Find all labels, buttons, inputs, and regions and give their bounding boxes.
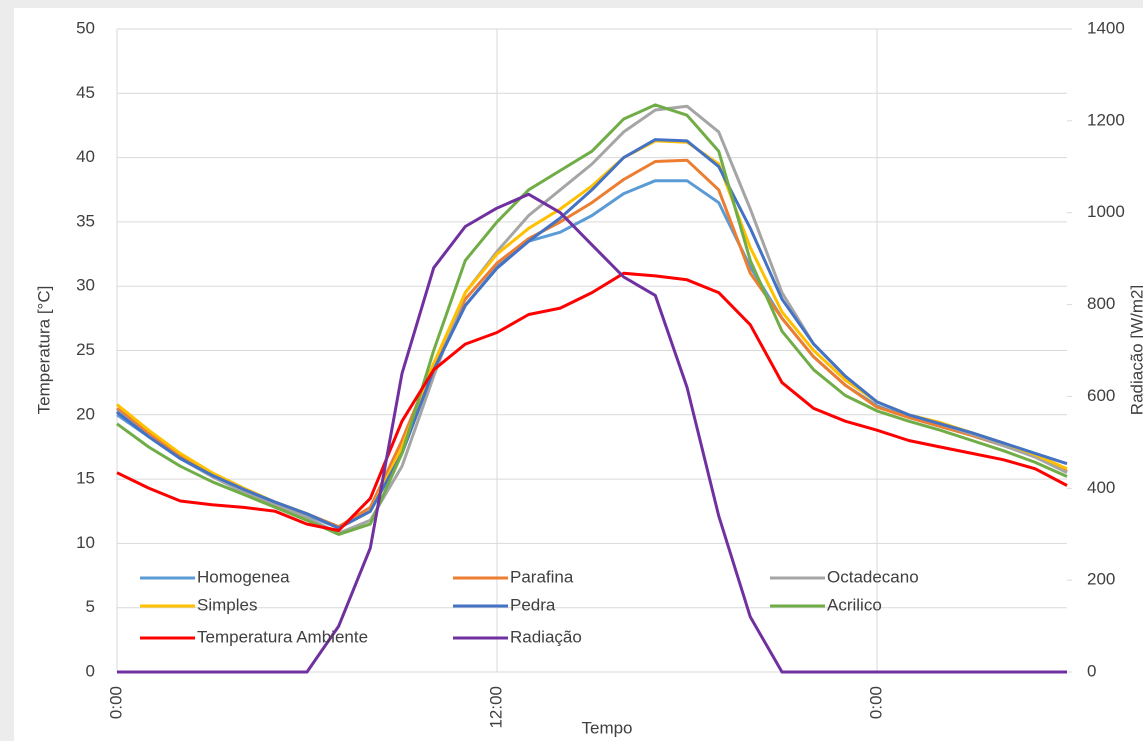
legend-label: Octadecano <box>827 567 919 586</box>
legend-label: Temperatura Ambiente <box>197 627 368 646</box>
legend-label: Pedra <box>510 595 556 614</box>
y-tick-label: 35 <box>76 211 95 230</box>
y-tick-label: 25 <box>76 340 95 359</box>
legend-label: Parafina <box>510 567 574 586</box>
y-tick-label: 10 <box>76 533 95 552</box>
legend-label: Homogenea <box>197 567 290 586</box>
y-tick-label: 5 <box>86 597 95 616</box>
y-tick-label: 40 <box>76 147 95 166</box>
legend-label: Acrilico <box>827 595 882 614</box>
y-tick-label: 0 <box>86 661 95 680</box>
chart-background <box>14 8 1143 741</box>
y2-tick-label: 600 <box>1087 386 1115 405</box>
x-tick-label: 0:00 <box>866 686 885 719</box>
legend-label: Simples <box>197 595 257 614</box>
y2-tick-label: 400 <box>1087 478 1115 497</box>
x-axis-label: Tempo <box>581 718 632 737</box>
x-tick-label: 12:00 <box>486 686 505 729</box>
legend-label: Radiação <box>510 627 582 646</box>
series-line <box>116 271 1068 532</box>
y-tick-label: 50 <box>76 18 95 37</box>
y2-tick-label: 1200 <box>1087 110 1125 129</box>
y-tick-label: 20 <box>76 404 95 423</box>
series-line <box>116 138 1068 530</box>
y-tick-label: 45 <box>76 83 95 102</box>
series-line <box>117 192 1067 674</box>
y2-tick-label: 1400 <box>1087 18 1125 37</box>
y2-axis-label: Radiação [W/m2] <box>1127 285 1143 415</box>
y2-tick-label: 1000 <box>1087 202 1125 221</box>
y2-tick-label: 800 <box>1087 294 1115 313</box>
y-tick-label: 30 <box>76 276 95 295</box>
series-line <box>116 103 1068 536</box>
y2-tick-label: 200 <box>1087 570 1115 589</box>
y-axis-label: Temperatura [°C] <box>34 286 53 415</box>
y-tick-label: 15 <box>76 469 95 488</box>
x-tick-label: 0:00 <box>106 686 125 719</box>
y2-tick-label: 0 <box>1087 661 1096 680</box>
